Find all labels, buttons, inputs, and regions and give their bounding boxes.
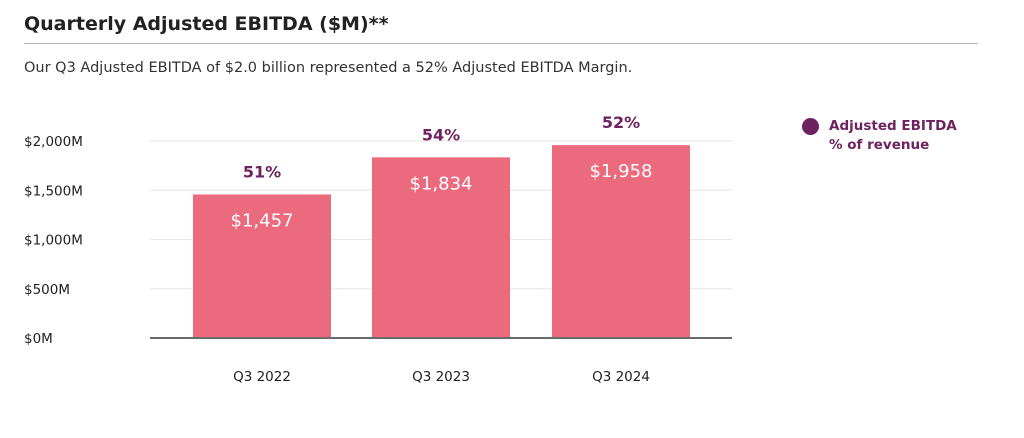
bar-value-label: $1,958 — [590, 161, 653, 182]
margin-percent-label: 52% — [602, 113, 640, 132]
y-tick-label: $1,500M — [24, 183, 83, 199]
margin-percent-label: 51% — [243, 162, 281, 181]
y-tick-label: $1,000M — [24, 233, 83, 249]
y-tick-label: $2,000M — [24, 134, 83, 150]
bar — [372, 157, 510, 338]
x-tick-label: Q3 2022 — [233, 369, 291, 385]
chart-title: Quarterly Adjusted EBITDA ($M)** — [24, 13, 389, 35]
bar — [193, 194, 331, 338]
chart-subtitle: Our Q3 Adjusted EBITDA of $2.0 billion r… — [24, 60, 633, 76]
margin-percent-label: 54% — [422, 125, 460, 144]
legend-dot-icon — [802, 118, 819, 135]
bar — [552, 145, 690, 338]
legend: Adjusted EBITDA % of revenue — [802, 117, 969, 155]
bar-value-label: $1,834 — [410, 173, 473, 194]
title-divider — [24, 43, 978, 44]
x-tick-label: Q3 2023 — [412, 369, 470, 385]
bar-value-label: $1,457 — [231, 210, 294, 231]
legend-label: Adjusted EBITDA % of revenue — [829, 118, 957, 153]
y-tick-label: $0M — [24, 331, 53, 347]
x-tick-label: Q3 2024 — [592, 369, 650, 385]
y-tick-label: $500M — [24, 282, 70, 298]
